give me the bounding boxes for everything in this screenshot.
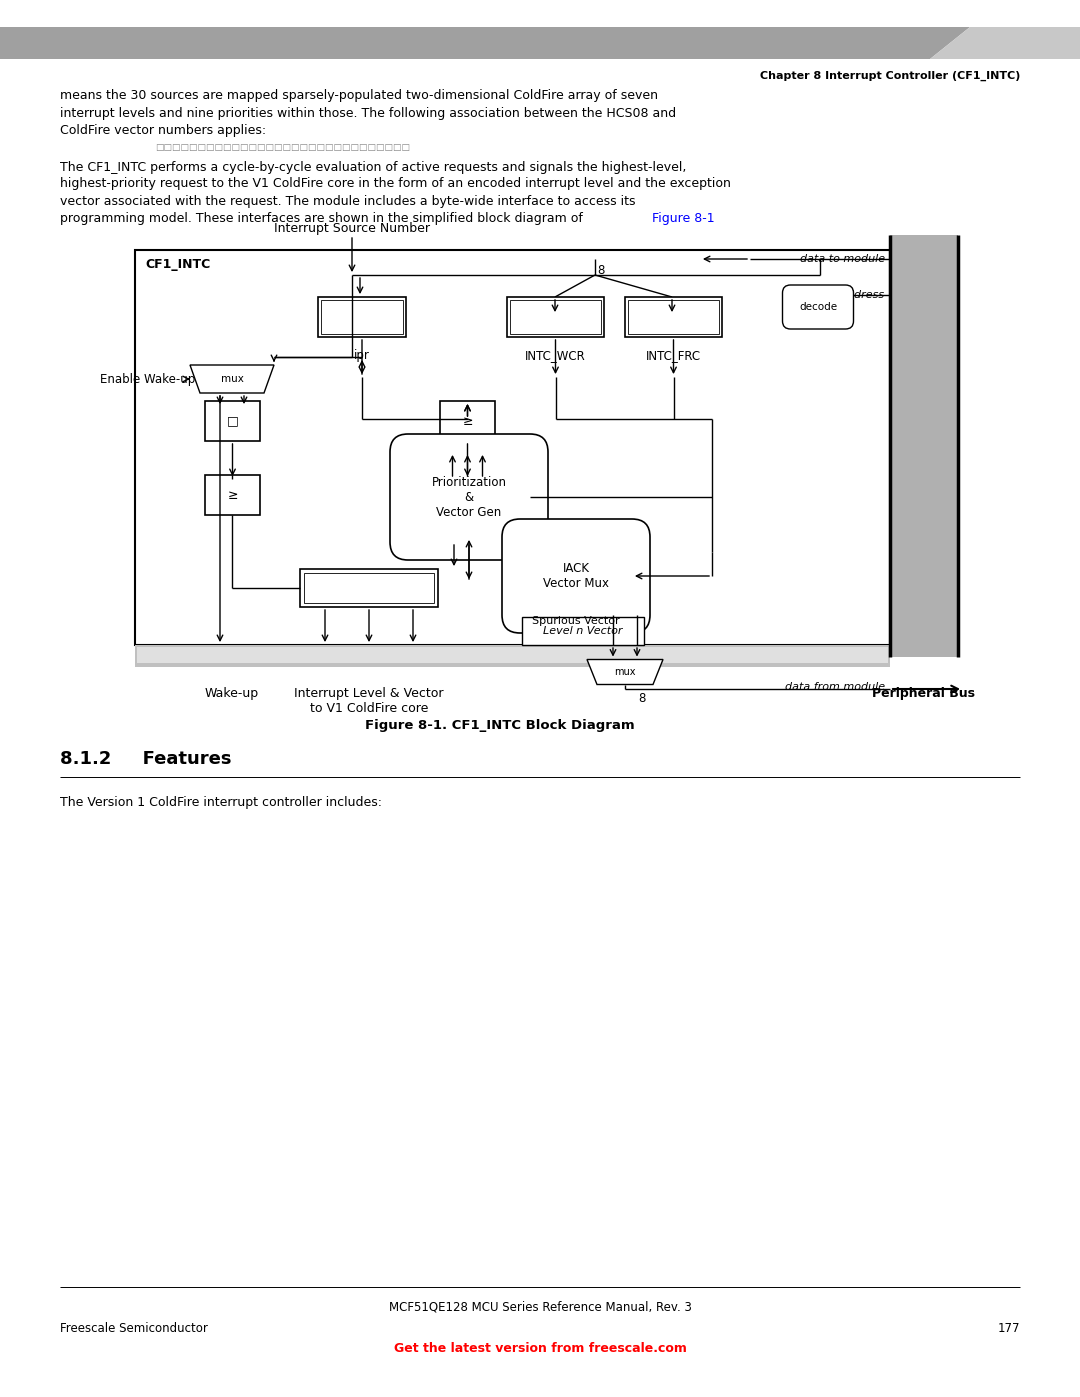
Text: data to module: data to module (800, 254, 885, 264)
Text: □□□□□□□□□□□□□□□□□□□□□□□□□□□□□□: □□□□□□□□□□□□□□□□□□□□□□□□□□□□□□ (156, 142, 410, 151)
Text: mux: mux (615, 666, 636, 678)
Text: decode: decode (799, 302, 837, 312)
Polygon shape (930, 27, 1080, 59)
Text: highest-priority request to the V1 ColdFire core in the form of an encoded inter: highest-priority request to the V1 ColdF… (60, 177, 731, 190)
Text: mux: mux (220, 374, 243, 384)
Text: The CF1_INTC performs a cycle-by-cycle evaluation of active requests and signals: The CF1_INTC performs a cycle-by-cycle e… (60, 161, 687, 173)
FancyBboxPatch shape (627, 300, 719, 334)
FancyBboxPatch shape (205, 401, 260, 441)
FancyBboxPatch shape (522, 617, 644, 645)
Text: 8.1.2     Features: 8.1.2 Features (60, 750, 231, 768)
FancyBboxPatch shape (783, 285, 853, 330)
FancyBboxPatch shape (318, 298, 406, 337)
Text: Spurious Vector: Spurious Vector (532, 616, 620, 626)
Text: Chapter 8 Interrupt Controller (CF1_INTC): Chapter 8 Interrupt Controller (CF1_INTC… (759, 71, 1020, 81)
Polygon shape (0, 27, 970, 59)
Text: □: □ (227, 415, 239, 427)
FancyBboxPatch shape (890, 235, 958, 657)
Polygon shape (588, 659, 663, 685)
Text: INTC_WCR: INTC_WCR (525, 349, 585, 362)
Text: ColdFire vector numbers applies:: ColdFire vector numbers applies: (60, 123, 266, 137)
FancyBboxPatch shape (507, 298, 604, 337)
Text: Wake-up: Wake-up (205, 687, 259, 700)
FancyBboxPatch shape (321, 300, 403, 334)
FancyBboxPatch shape (135, 250, 890, 645)
FancyBboxPatch shape (625, 298, 723, 337)
FancyBboxPatch shape (502, 520, 650, 633)
Text: Peripheral Bus: Peripheral Bus (873, 687, 975, 700)
Text: programming model. These interfaces are shown in the simplified block diagram of: programming model. These interfaces are … (60, 211, 583, 225)
Text: 177: 177 (998, 1323, 1020, 1336)
Text: Figure 8-1. CF1_INTC Block Diagram: Figure 8-1. CF1_INTC Block Diagram (365, 718, 635, 732)
Text: data from module: data from module (785, 682, 885, 692)
Text: INTC_FRC: INTC_FRC (646, 349, 701, 362)
Text: 8: 8 (638, 693, 646, 705)
FancyBboxPatch shape (137, 647, 888, 664)
Text: Figure 8-1: Figure 8-1 (652, 211, 715, 225)
FancyBboxPatch shape (135, 645, 890, 666)
Text: Level n Vector: Level n Vector (543, 626, 623, 636)
Text: ≥: ≥ (227, 489, 238, 502)
FancyBboxPatch shape (303, 573, 434, 604)
Text: Freescale Semiconductor: Freescale Semiconductor (60, 1323, 207, 1336)
Text: interrupt levels and nine priorities within those. The following association bet: interrupt levels and nine priorities wit… (60, 106, 676, 120)
Text: CF1_INTC: CF1_INTC (145, 258, 211, 271)
Text: Interrupt Source Number: Interrupt Source Number (274, 222, 430, 235)
Text: vector associated with the request. The module includes a byte-wide interface to: vector associated with the request. The … (60, 194, 635, 208)
FancyBboxPatch shape (205, 475, 260, 515)
Text: ≥: ≥ (462, 415, 473, 427)
Text: Interrupt Level & Vector
to V1 ColdFire core: Interrupt Level & Vector to V1 ColdFire … (294, 687, 444, 715)
Polygon shape (190, 365, 274, 393)
Text: address: address (841, 291, 885, 300)
FancyBboxPatch shape (300, 569, 438, 608)
Text: 8: 8 (597, 264, 605, 277)
FancyBboxPatch shape (390, 434, 548, 560)
FancyBboxPatch shape (510, 300, 600, 334)
Text: Prioritization
&
Vector Gen: Prioritization & Vector Gen (432, 475, 507, 518)
Text: Get the latest version from freescale.com: Get the latest version from freescale.co… (393, 1343, 687, 1355)
Text: means the 30 sources are mapped sparsely-populated two-dimensional ColdFire arra: means the 30 sources are mapped sparsely… (60, 88, 658, 102)
Text: MCF51QE128 MCU Series Reference Manual, Rev. 3: MCF51QE128 MCU Series Reference Manual, … (389, 1301, 691, 1313)
Text: The Version 1 ColdFire interrupt controller includes:: The Version 1 ColdFire interrupt control… (60, 795, 382, 809)
FancyBboxPatch shape (440, 401, 495, 441)
Text: Enable Wake-up: Enable Wake-up (100, 373, 195, 386)
Text: IACK
Vector Mux: IACK Vector Mux (543, 562, 609, 590)
Text: ipr: ipr (354, 349, 370, 362)
